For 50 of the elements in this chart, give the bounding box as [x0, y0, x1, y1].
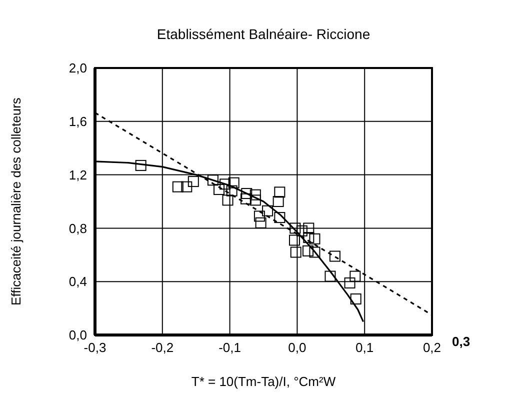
- x-tick-label: -0,2: [151, 340, 174, 356]
- point: [289, 234, 300, 246]
- point: [303, 222, 314, 234]
- point: [207, 174, 218, 186]
- point: [262, 205, 274, 216]
- y-tick-label: 0,0: [68, 328, 87, 343]
- x-axis-title: T* = 10(Tm-Ta)/I, °Cm²W: [191, 374, 336, 389]
- y-tick-label: 2,0: [68, 60, 87, 76]
- point: [272, 196, 284, 207]
- x-tick-label: 0,1: [356, 340, 374, 356]
- point: [274, 212, 286, 224]
- x-tick-label: -0,3: [84, 340, 106, 356]
- point: [241, 188, 252, 199]
- y-tick-label: 1,6: [68, 114, 87, 130]
- point: [302, 245, 314, 256]
- point: [329, 250, 340, 262]
- point: [309, 233, 320, 244]
- point: [290, 246, 302, 258]
- y-tick-label: 1,2: [68, 167, 87, 182]
- x-tick-label: -0,1: [218, 340, 242, 356]
- point: [274, 186, 286, 198]
- point: [290, 222, 301, 234]
- point: [350, 293, 362, 304]
- y-tick-label: 0,8: [68, 220, 87, 236]
- point: [220, 178, 231, 190]
- point: [228, 177, 240, 188]
- point: [344, 277, 356, 288]
- point: [222, 194, 234, 206]
- point: [135, 160, 146, 171]
- point: [172, 181, 184, 192]
- point: [324, 270, 336, 282]
- point: [188, 176, 199, 187]
- point: [250, 189, 261, 200]
- point: [250, 194, 261, 206]
- y-tick-label: 0,4: [68, 274, 87, 290]
- point: [309, 246, 320, 258]
- x-tick-label: 0,0: [288, 340, 306, 356]
- text: 0,3: [452, 334, 470, 349]
- y-axis-title: Efficaceité journalière des colleteurs: [8, 97, 24, 306]
- point: [303, 232, 314, 244]
- x-tick-label: 0,2: [422, 340, 442, 356]
- point: [181, 181, 192, 192]
- point: [296, 225, 308, 236]
- point: [226, 185, 238, 196]
- point: [255, 217, 266, 228]
- point: [240, 193, 252, 204]
- chart-title: Etablissément Balnéaire- Riccione: [156, 26, 372, 42]
- point: [254, 210, 265, 222]
- point: [214, 184, 225, 195]
- point: [350, 270, 361, 282]
